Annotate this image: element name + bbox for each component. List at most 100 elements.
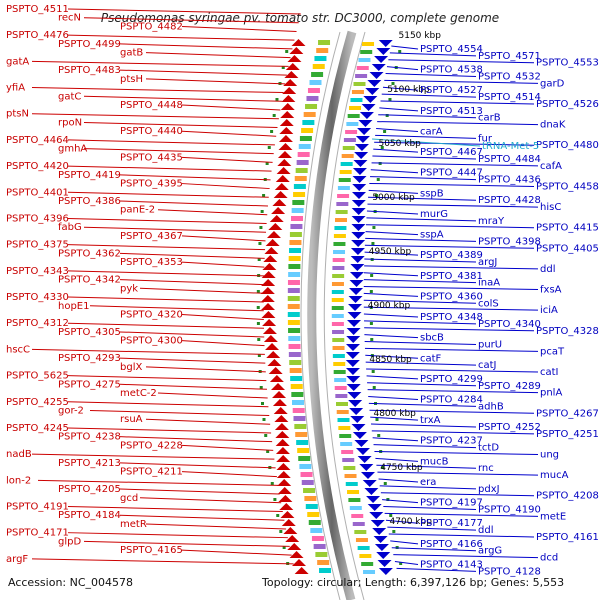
left-gene-label[interactable]: fabG [58,222,82,233]
right-gene-label[interactable]: PSPTO_4143 [420,559,483,570]
right-gene-label[interactable]: PSPTO_4480 [536,140,599,151]
right-gene-label[interactable]: PSPTO_4190 [478,504,541,515]
right-gene-label[interactable]: PSPTO_4267 [536,408,599,419]
right-gene-label[interactable]: hisC [540,202,561,213]
right-gene-label[interactable]: PSPTO_4514 [478,92,541,103]
right-gene-label[interactable]: PSPTO_4398 [478,236,541,247]
right-gene-label[interactable]: tctD [478,443,499,454]
right-gene-label[interactable]: PSPTO_4405 [536,243,599,254]
right-gene-label[interactable]: pcaT [540,346,565,357]
right-gene-label[interactable]: cafA [540,161,562,172]
right-gene-label[interactable]: sspB [420,188,444,199]
right-gene-label[interactable]: PSPTO_4532 [478,71,541,82]
left-gene-label[interactable]: PSPTO_4275 [58,379,121,390]
right-gene-label[interactable]: PSPTO_4381 [420,271,483,282]
right-gene-label[interactable]: PSPTO_4128 [478,566,541,577]
right-gene-label[interactable]: PSPTO_4161 [536,532,599,543]
left-gene-label[interactable]: PSPTO_4386 [58,196,121,207]
left-gene-label[interactable]: PSPTO_4238 [58,432,121,443]
left-gene-label[interactable]: PSPTO_4353 [120,257,183,268]
left-gene-label[interactable]: yfiA [6,83,25,94]
right-gene-label[interactable]: PSPTO_4428 [478,195,541,206]
left-gene-label[interactable]: glpD [58,536,81,547]
right-gene-label[interactable]: ung [540,449,559,460]
right-gene-label[interactable]: fxsA [540,285,562,296]
right-gene-label[interactable]: PSPTO_4513 [420,106,483,117]
left-gene-label[interactable]: pyk [120,283,138,294]
left-gene-label[interactable]: rpoN [58,117,82,128]
left-gene-label[interactable]: PSPTO_4343 [6,266,69,277]
left-gene-label[interactable]: PSPTO_4342 [58,275,121,286]
left-gene-label[interactable]: PSPTO_4419 [58,170,121,181]
left-gene-label[interactable]: PSPTO_4312 [6,318,69,329]
right-gene-label[interactable]: pnlA [540,388,562,399]
right-gene-label[interactable]: PSPTO_4436 [478,175,541,186]
rna-gene-label[interactable]: tRNA-Met-5 [482,141,539,152]
left-gene-label[interactable]: gor-2 [58,405,84,416]
right-gene-label[interactable]: catI [540,367,559,378]
right-gene-label[interactable]: PSPTO_4389 [420,250,483,261]
right-gene-label[interactable]: PSPTO_4554 [420,44,483,55]
left-gene-label[interactable]: PSPTO_4476 [6,30,69,41]
left-gene-label[interactable]: PSPTO_4440 [120,126,183,137]
left-gene-label[interactable]: PSPTO_4184 [58,510,121,521]
left-gene-label[interactable]: metR [120,519,147,530]
left-gene-label[interactable]: gatC [58,91,81,102]
right-gene-label[interactable]: PSPTO_4553 [536,58,599,69]
left-gene-label[interactable]: nadB [6,449,32,460]
left-gene-label[interactable]: PSPTO_4362 [58,248,121,259]
right-gene-label[interactable]: catF [420,353,442,364]
right-gene-label[interactable]: carA [420,126,443,137]
left-gene-label[interactable]: rsuA [120,414,143,425]
left-gene-label[interactable]: PSPTO_4367 [120,231,183,242]
right-gene-label[interactable]: PSPTO_4252 [478,422,541,433]
left-gene-label[interactable]: gmhA [58,144,87,155]
left-gene-label[interactable]: PSPTO_4375 [6,240,69,251]
right-gene-label[interactable]: purU [478,340,502,351]
left-gene-label[interactable]: PSPTO_4300 [120,336,183,347]
right-gene-label[interactable]: PSPTO_4447 [420,168,483,179]
right-gene-label[interactable]: murG [420,209,448,220]
right-gene-label[interactable]: pdxJ [478,484,500,495]
left-gene-label[interactable]: gcd [120,493,138,504]
left-gene-label[interactable]: PSPTO_4395 [120,179,183,190]
left-gene-label[interactable]: PSPTO_4205 [58,484,121,495]
left-gene-label[interactable]: PSPTO_4401 [6,187,69,198]
right-gene-label[interactable]: sspA [420,230,444,241]
right-gene-label[interactable]: ddl [540,264,555,275]
right-gene-label[interactable]: PSPTO_4538 [420,65,483,76]
right-gene-label[interactable]: PSPTO_4289 [478,381,541,392]
left-gene-label[interactable]: PSPTO_4211 [120,467,183,478]
right-gene-label[interactable]: PSPTO_4526 [536,99,599,110]
left-gene-label[interactable]: PSPTO_4255 [6,397,69,408]
right-gene-label[interactable]: dcd [540,553,558,564]
right-gene-label[interactable]: PSPTO_4340 [478,319,541,330]
left-gene-label[interactable]: PSPTO_4245 [6,423,69,434]
left-gene-label[interactable]: PSPTO_4464 [6,135,69,146]
right-gene-label[interactable]: PSPTO_4197 [420,498,483,509]
left-gene-label[interactable]: PSPTO_4305 [58,327,121,338]
left-gene-label[interactable]: PSPTO_4420 [6,161,69,172]
left-gene-label[interactable]: bglX [120,362,142,373]
right-gene-label[interactable]: PSPTO_4166 [420,539,483,550]
right-gene-label[interactable]: PSPTO_4177 [420,518,483,529]
right-gene-label[interactable]: sbcB [420,333,444,344]
right-gene-label[interactable]: PSPTO_4458 [536,181,599,192]
right-gene-label[interactable]: PSPTO_4208 [536,491,599,502]
left-gene-label[interactable]: PSPTO_4320 [120,309,183,320]
right-gene-label[interactable]: PSPTO_4467 [420,147,483,158]
right-gene-label[interactable]: PSPTO_4328 [536,326,599,337]
left-gene-label[interactable]: lon-2 [6,475,31,486]
left-gene-label[interactable]: PSPTO_4396 [6,213,69,224]
left-gene-label[interactable]: PSPTO_4293 [58,353,121,364]
left-gene-label[interactable]: PSPTO_4435 [120,152,183,163]
left-gene-label[interactable]: metC-2 [120,388,157,399]
right-gene-label[interactable]: PSPTO_4237 [420,436,483,447]
right-gene-label[interactable]: mucB [420,456,449,467]
left-gene-label[interactable]: hopE1 [58,301,89,312]
right-gene-label[interactable]: iciA [540,305,558,316]
right-gene-label[interactable]: PSPTO_4251 [536,429,599,440]
right-gene-label[interactable]: PSPTO_4527 [420,85,483,96]
left-gene-label[interactable]: PSPTO_4213 [58,458,121,469]
left-gene-label[interactable]: gatA [6,56,29,67]
